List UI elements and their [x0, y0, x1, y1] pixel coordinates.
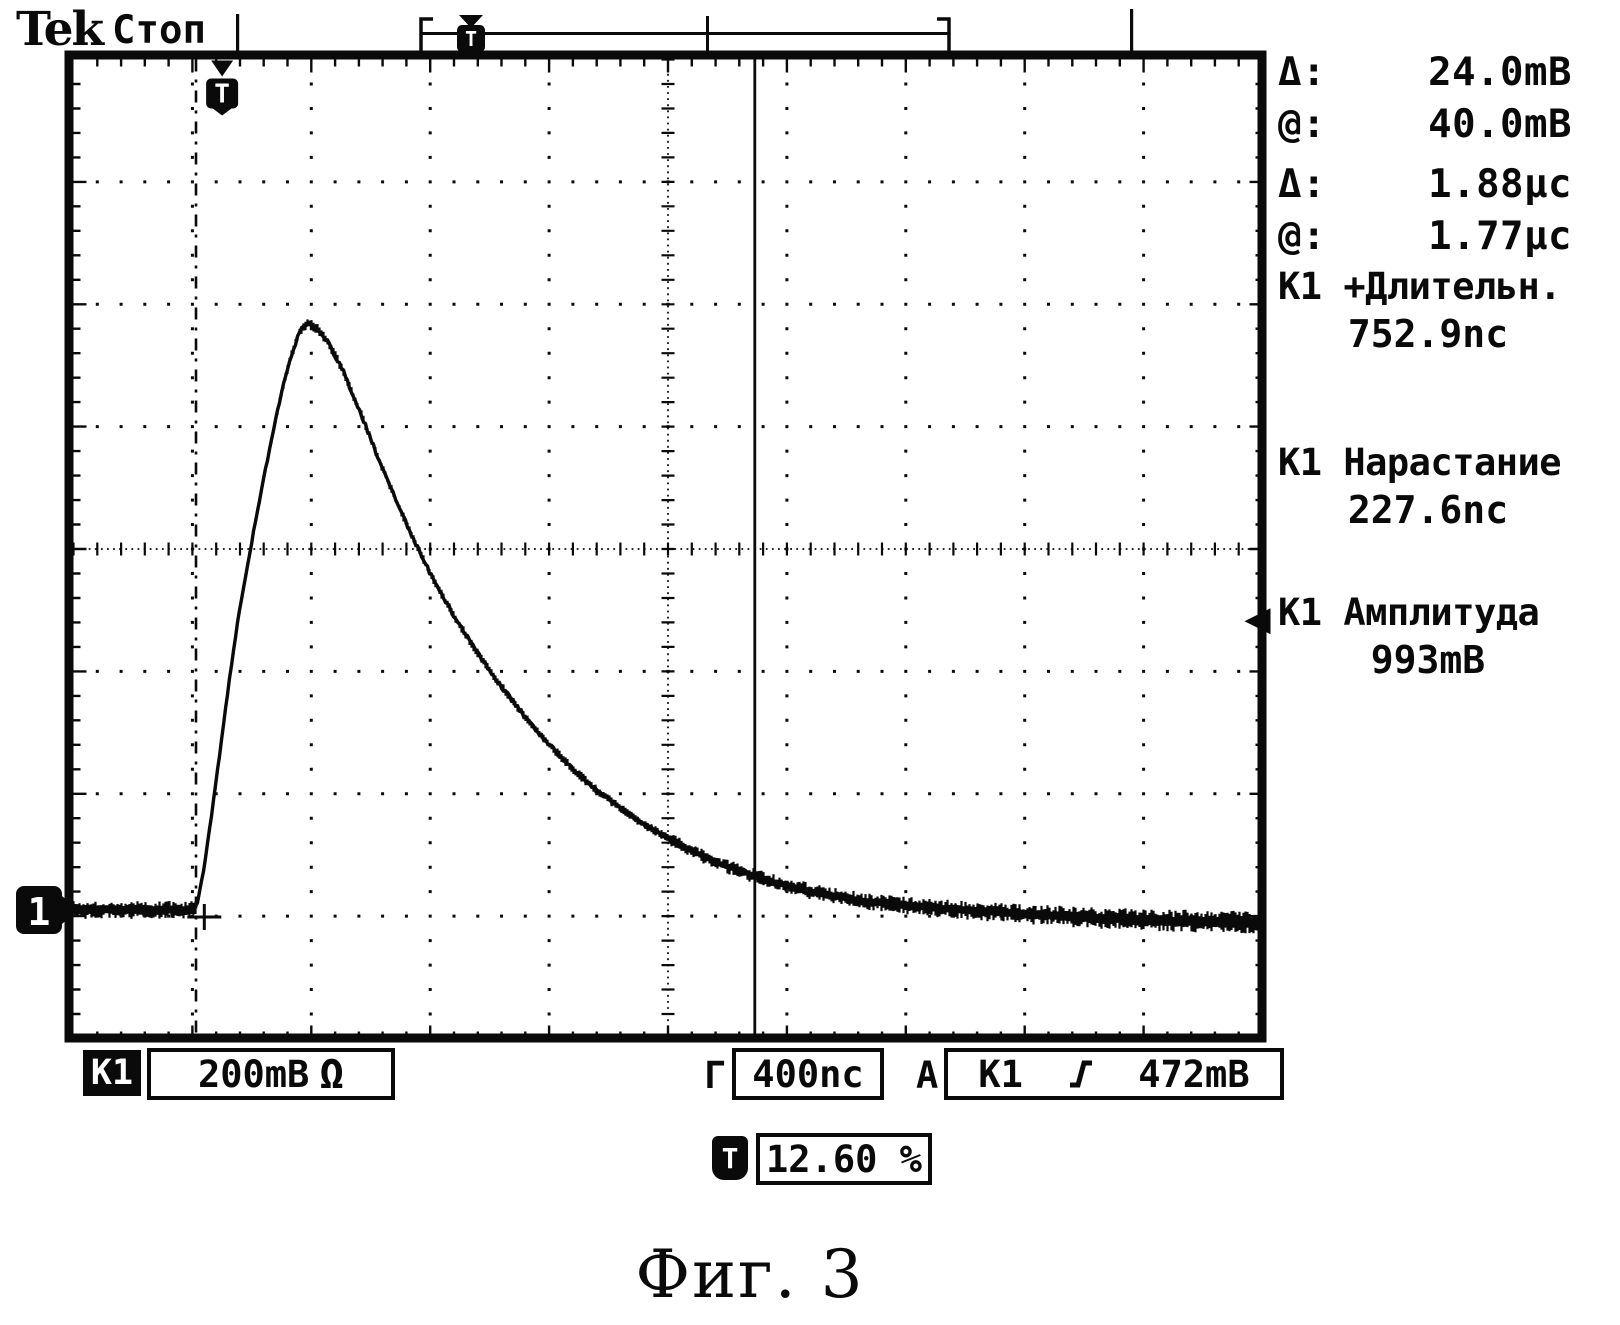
time-delta-row: Δ: 1.88µc [1278, 162, 1572, 214]
trigger-level-arrow [1244, 608, 1271, 635]
measurement-name: К1 Нарастание [1278, 441, 1562, 484]
horizontal-section-label: Г [704, 1054, 727, 1097]
measurement-value: 752.9nc [1347, 312, 1509, 356]
rising-edge-icon [1069, 1060, 1092, 1088]
at-symbol: @: [1278, 214, 1326, 259]
svg-text:1: 1 [28, 890, 51, 934]
measurement-rise-time: К1 Нарастание 227.6nc [1278, 440, 1578, 534]
time-delta-value: 1.88µc [1428, 162, 1572, 207]
vertical-scale-readout: 200mB Ω [147, 1048, 395, 1100]
trigger-flag-icon: T [712, 1136, 748, 1180]
time-at-value: 1.77µc [1428, 214, 1572, 259]
waveform-trace [71, 319, 1264, 934]
measurement-name: К1 +Длительн. [1278, 265, 1562, 308]
voltage-at-row: @: 40.0mB [1278, 102, 1572, 154]
time-cursor-readout: Δ: 1.88µc @: 1.77µc [1278, 162, 1572, 266]
trigger-section-label: A [916, 1054, 939, 1097]
trigger-level-value: 472mB [1138, 1052, 1250, 1096]
measurement-value: 993mB [1370, 638, 1486, 682]
readout-panel: Δ: 24.0mB @: 40.0mB Δ: 1.88µc @: 1.77µc … [1278, 0, 1608, 1040]
svg-text:T: T [465, 27, 477, 51]
measurement-pos-width: К1 +Длительн. 752.9nc [1278, 264, 1578, 358]
voltage-delta-row: Δ: 24.0mB [1278, 50, 1572, 102]
trigger-source-label: К1 [978, 1052, 1023, 1096]
channel-tag-label: К1 [90, 1053, 134, 1093]
measurement-cross-marker [187, 904, 222, 930]
voltage-at-value: 40.0mB [1428, 102, 1572, 147]
delta-symbol: Δ: [1278, 50, 1326, 95]
measurement-amplitude: К1 Амплитуда 993mB [1278, 590, 1578, 684]
channel-readout-tag: К1 [83, 1050, 141, 1096]
acquisition-status: Стоп [112, 8, 206, 53]
trigger-position-readout: 12.60 % [756, 1133, 932, 1185]
figure-caption: Фиг. 3 [635, 1236, 865, 1313]
record-view-bar [236, 9, 1134, 52]
measurement-value: 227.6nc [1347, 488, 1509, 532]
voltage-delta-value: 24.0mB [1428, 50, 1572, 95]
svg-text:T: T [214, 80, 230, 110]
channel-1-marker: 1 [16, 886, 78, 935]
timebase-readout: 400nc [732, 1048, 884, 1100]
time-at-row: @: 1.77µc [1278, 214, 1572, 266]
delta-symbol: Δ: [1278, 162, 1326, 207]
voltage-cursor-readout: Δ: 24.0mB @: 40.0mB [1278, 50, 1572, 154]
record-trigger-flag: T [457, 15, 485, 52]
tek-logo: Tek [16, 2, 104, 57]
trigger-position-marker: T [206, 60, 239, 116]
at-symbol: @: [1278, 102, 1326, 147]
coupling-ohm-symbol: Ω [319, 1050, 345, 1098]
trigger-readout: К1 472mB [944, 1048, 1284, 1100]
measurement-name: К1 Амплитуда [1278, 591, 1540, 634]
vertical-scale-value: 200mB [197, 1052, 310, 1096]
graticule [72, 58, 1264, 1040]
